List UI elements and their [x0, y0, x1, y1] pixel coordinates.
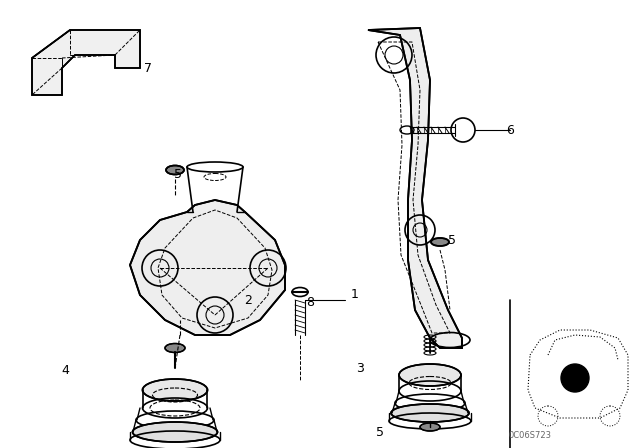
- Ellipse shape: [166, 165, 184, 175]
- Ellipse shape: [420, 423, 440, 431]
- Text: 5: 5: [448, 233, 456, 246]
- Ellipse shape: [399, 364, 461, 386]
- Text: 6: 6: [506, 124, 514, 137]
- Ellipse shape: [165, 344, 185, 353]
- Ellipse shape: [431, 238, 449, 246]
- Text: 0C06S723: 0C06S723: [509, 431, 552, 439]
- Ellipse shape: [132, 422, 218, 442]
- Text: 7: 7: [144, 61, 152, 74]
- Text: 5: 5: [174, 168, 182, 181]
- Polygon shape: [368, 28, 462, 348]
- Text: 4: 4: [61, 363, 69, 376]
- Polygon shape: [32, 30, 140, 95]
- Text: 1: 1: [351, 289, 359, 302]
- Text: 5: 5: [376, 426, 384, 439]
- Ellipse shape: [391, 404, 469, 422]
- Ellipse shape: [143, 379, 207, 401]
- Polygon shape: [130, 200, 285, 335]
- Circle shape: [561, 364, 589, 392]
- Text: 8: 8: [306, 296, 314, 309]
- Text: 2: 2: [244, 293, 252, 306]
- Text: 3: 3: [356, 362, 364, 375]
